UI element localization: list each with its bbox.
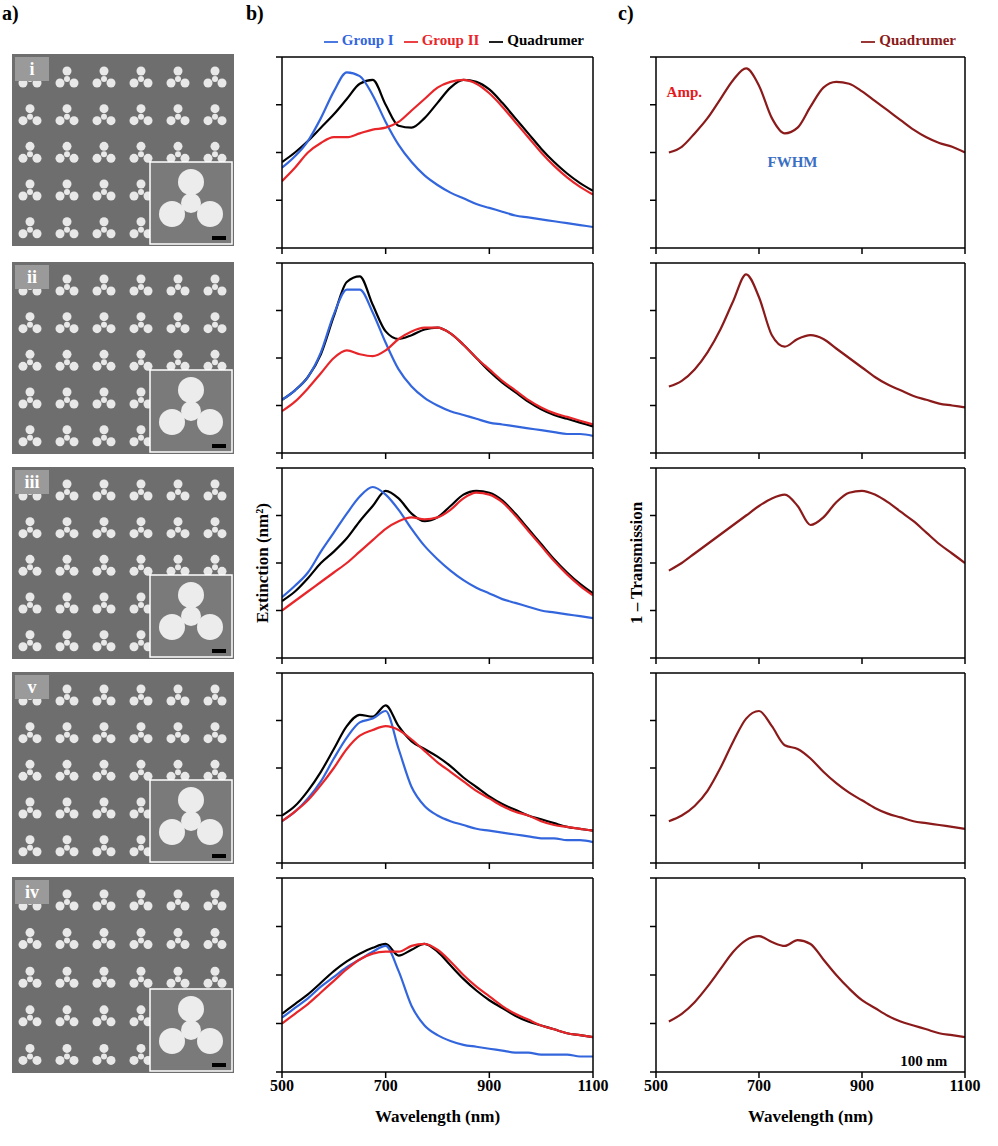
svg-text:Extinction (nm²): Extinction (nm²) bbox=[253, 503, 272, 623]
html-text:v: v bbox=[27, 677, 37, 697]
html-text:Quadrumer: Quadrumer bbox=[507, 32, 584, 48]
html-text:c): c) bbox=[618, 2, 634, 24]
html-text:Group II: Group II bbox=[421, 32, 480, 48]
html-text:b): b) bbox=[246, 2, 264, 24]
html-text:iii: iii bbox=[24, 472, 40, 492]
svg-text:Amp.: Amp. bbox=[667, 84, 703, 100]
svg-text:Wavelength (nm): Wavelength (nm) bbox=[375, 1107, 500, 1126]
svg-text:Wavelength (nm): Wavelength (nm) bbox=[748, 1107, 873, 1126]
svg-text:100 nm: 100 nm bbox=[900, 1053, 948, 1069]
html-text:i: i bbox=[29, 59, 35, 79]
svg-text:900: 900 bbox=[477, 1077, 501, 1094]
svg-text:1100: 1100 bbox=[577, 1077, 608, 1094]
html-text:Quadrumer: Quadrumer bbox=[879, 32, 956, 48]
svg-text:500: 500 bbox=[270, 1077, 294, 1094]
html-text:Group I: Group I bbox=[341, 32, 394, 48]
html-text:a): a) bbox=[2, 2, 19, 24]
svg-text:700: 700 bbox=[747, 1077, 771, 1094]
html-text:iv: iv bbox=[25, 882, 39, 902]
html-text:ii: ii bbox=[27, 267, 37, 287]
svg-text:500: 500 bbox=[644, 1077, 668, 1094]
svg-text:1100: 1100 bbox=[949, 1077, 980, 1094]
svg-text:700: 700 bbox=[374, 1077, 398, 1094]
svg-text:900: 900 bbox=[850, 1077, 874, 1094]
svg-text:FWHM: FWHM bbox=[767, 154, 817, 170]
svg-text:1 – Transmission: 1 – Transmission bbox=[627, 501, 646, 624]
